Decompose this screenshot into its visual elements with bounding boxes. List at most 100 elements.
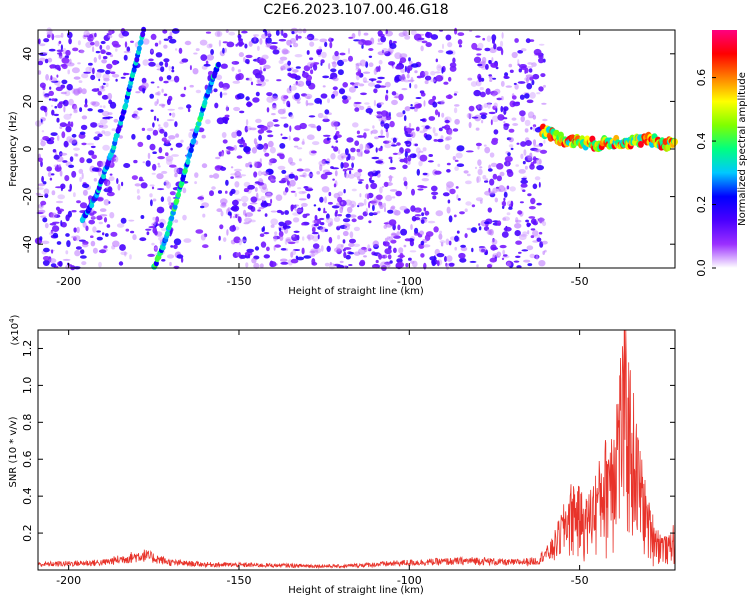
heatmap-noise-blob: [354, 86, 359, 89]
heatmap-noise-blob: [63, 140, 69, 148]
heatmap-noise-blob: [538, 86, 544, 92]
heatmap-noise-blob: [425, 42, 432, 48]
heatmap-noise-blob: [345, 213, 352, 218]
heatmap-noise-blob: [178, 47, 183, 54]
heatmap-noise-blob: [328, 191, 332, 197]
heatmap-noise-blob: [236, 155, 243, 159]
heatmap-noise-blob: [522, 160, 526, 165]
heatmap-noise-blob: [492, 187, 498, 194]
heatmap-noise-blob: [278, 180, 286, 184]
heatmap-noise-blob: [169, 191, 176, 196]
heatmap-noise-blob: [141, 82, 149, 89]
heatmap-noise-blob: [342, 58, 348, 63]
heatmap-noise-blob: [49, 177, 53, 181]
heatmap-noise-blob: [159, 222, 165, 229]
heatmap-noise-blob: [152, 151, 157, 154]
heatmap-noise-blob: [238, 52, 244, 58]
heatmap-noise-blob: [60, 91, 67, 95]
heatmap-noise-blob: [65, 49, 71, 56]
heatmap-noise-blob: [322, 85, 326, 88]
heatmap-noise-blob: [356, 135, 365, 138]
heatmap-noise-blob: [527, 263, 533, 267]
heatmap-noise-blob: [346, 137, 354, 143]
heatmap-noise-blob: [454, 27, 458, 35]
heatmap-noise-blob: [478, 223, 481, 226]
heatmap-noise-blob: [161, 259, 166, 262]
heatmap-noise-blob: [400, 68, 406, 74]
heatmap-noise-blob: [538, 43, 545, 46]
heatmap-noise-blob: [62, 160, 68, 163]
heatmap-noise-blob: [130, 40, 134, 43]
heatmap-noise-blob: [454, 246, 458, 251]
heatmap-noise-blob: [456, 145, 465, 152]
heatmap-noise-blob: [277, 165, 286, 170]
heatmap-noise-blob: [384, 237, 389, 242]
heatmap-noise-blob: [263, 200, 267, 203]
heatmap-noise-blob: [226, 41, 235, 48]
heatmap-noise-blob: [243, 56, 246, 63]
heatmap-noise-blob: [414, 143, 419, 147]
heatmap-noise-blob: [195, 89, 202, 94]
heatmap-noise-blob: [54, 34, 62, 38]
heatmap-noise-blob: [79, 131, 86, 135]
heatmap-noise-blob: [215, 74, 223, 81]
heatmap-noise-blob: [492, 77, 497, 80]
heatmap-noise-blob: [180, 93, 186, 98]
heatmap-noise-blob: [386, 140, 392, 143]
heatmap-noise-blob: [364, 248, 368, 252]
heatmap-noise-blob: [414, 70, 418, 74]
heatmap-x-label: Height of straight line (km): [288, 286, 424, 297]
heatmap-noise-blob: [342, 230, 349, 237]
heatmap-noise-blob: [318, 207, 321, 212]
heatmap-noise-blob: [149, 143, 156, 151]
heatmap-noise-blob: [385, 94, 389, 101]
heatmap-noise-blob: [513, 260, 520, 263]
heatmap-noise-blob: [324, 171, 333, 176]
heatmap-noise-blob: [112, 74, 120, 78]
heatmap-noise-blob: [210, 49, 215, 55]
heatmap-noise-blob: [93, 136, 100, 141]
heatmap-noise-blob: [50, 212, 58, 219]
heatmap-noise-blob: [112, 59, 118, 66]
heatmap-noise-blob: [99, 85, 106, 89]
heatmap-noise-blob: [180, 257, 184, 263]
heatmap-noise-blob: [150, 199, 153, 207]
heatmap-noise-blob: [61, 57, 70, 64]
heatmap-noise-blob: [157, 156, 165, 160]
heatmap-noise-blob: [101, 94, 109, 100]
heatmap-noise-blob: [284, 210, 289, 215]
heatmap-noise-blob: [238, 39, 243, 45]
heatmap-noise-blob: [151, 186, 155, 190]
heatmap-noise-blob: [118, 135, 124, 139]
heatmap-noise-blob: [339, 52, 346, 56]
heatmap-noise-blob: [405, 263, 409, 268]
heatmap-noise-blob: [90, 41, 95, 46]
heatmap-noise-blob: [318, 46, 322, 50]
heatmap-noise-blob: [498, 185, 505, 193]
heatmap-noise-blob: [352, 122, 359, 128]
heatmap-noise-blob: [475, 35, 481, 38]
heatmap-noise-blob: [323, 115, 328, 120]
heatmap-noise-blob: [454, 104, 460, 107]
heatmap-noise-blob: [153, 115, 157, 121]
heatmap-noise-blob: [57, 67, 61, 71]
heatmap-noise-blob: [423, 207, 427, 212]
heatmap-noise-blob: [357, 202, 365, 207]
heatmap-noise-blob: [507, 152, 511, 157]
heatmap-noise-blob: [445, 238, 450, 246]
heatmap-noise-blob: [266, 92, 273, 97]
heatmap-noise-blob: [411, 215, 417, 222]
heatmap-noise-blob: [51, 249, 54, 254]
heatmap-noise-blob: [490, 119, 493, 126]
heatmap-noise-blob: [118, 261, 124, 266]
heatmap-noise-blob: [533, 144, 541, 148]
heatmap-noise-blob: [535, 254, 539, 261]
heatmap-noise-blob: [266, 246, 270, 252]
heatmap-noise-blob: [353, 171, 362, 178]
heatmap-noise-blob: [124, 41, 128, 48]
heatmap-noise-blob: [448, 240, 452, 246]
heatmap-noise-blob: [463, 170, 469, 174]
heatmap-noise-blob: [147, 253, 155, 257]
heatmap-noise-blob: [432, 195, 437, 200]
heatmap-noise-blob: [353, 226, 360, 232]
